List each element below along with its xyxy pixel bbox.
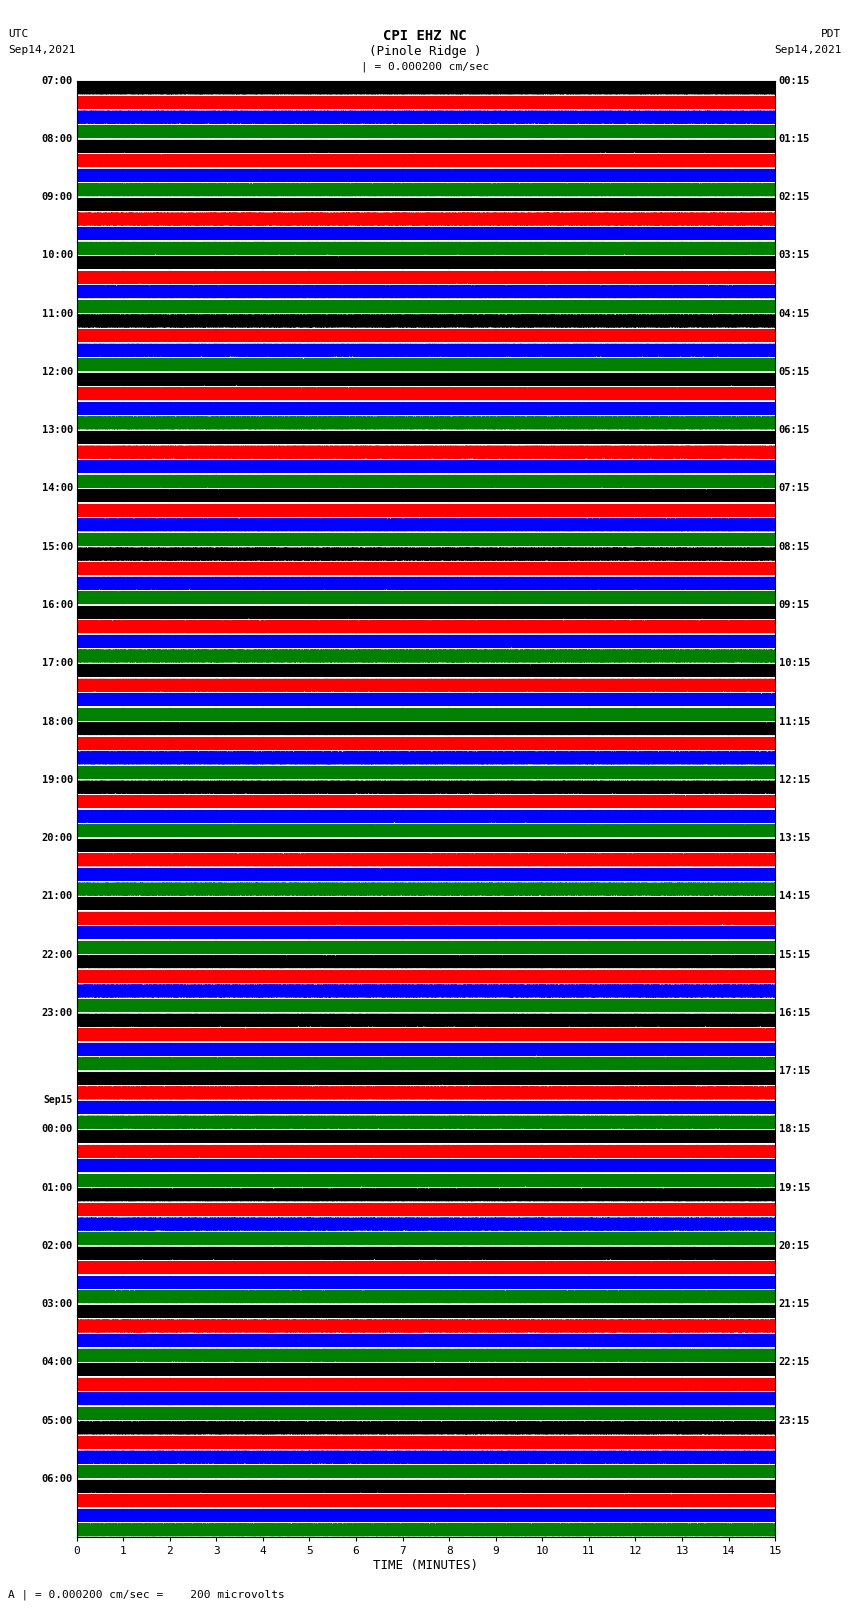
Text: 18:00: 18:00 <box>42 716 73 726</box>
Text: 19:00: 19:00 <box>42 774 73 786</box>
Text: | = 0.000200 cm/sec: | = 0.000200 cm/sec <box>361 61 489 73</box>
Text: 18:15: 18:15 <box>779 1124 810 1134</box>
Text: 03:00: 03:00 <box>42 1298 73 1310</box>
Text: 14:15: 14:15 <box>779 892 810 902</box>
Text: PDT: PDT <box>821 29 842 39</box>
Text: 22:15: 22:15 <box>779 1358 810 1368</box>
Text: 08:00: 08:00 <box>42 134 73 144</box>
Text: 10:00: 10:00 <box>42 250 73 260</box>
Text: 17:15: 17:15 <box>779 1066 810 1076</box>
Text: 15:15: 15:15 <box>779 950 810 960</box>
Text: 00:15: 00:15 <box>779 76 810 85</box>
Text: 08:15: 08:15 <box>779 542 810 552</box>
Text: 07:00: 07:00 <box>42 76 73 85</box>
Text: 07:15: 07:15 <box>779 484 810 494</box>
Text: 05:15: 05:15 <box>779 368 810 377</box>
Text: 21:00: 21:00 <box>42 892 73 902</box>
Text: (Pinole Ridge ): (Pinole Ridge ) <box>369 45 481 58</box>
Text: Sep14,2021: Sep14,2021 <box>8 45 76 55</box>
Text: 21:15: 21:15 <box>779 1298 810 1310</box>
Text: Sep15: Sep15 <box>43 1095 73 1105</box>
Text: 20:00: 20:00 <box>42 832 73 844</box>
Text: 10:15: 10:15 <box>779 658 810 668</box>
Text: 22:00: 22:00 <box>42 950 73 960</box>
Text: 02:00: 02:00 <box>42 1240 73 1250</box>
Text: 12:00: 12:00 <box>42 368 73 377</box>
Text: 23:15: 23:15 <box>779 1416 810 1426</box>
Text: 23:00: 23:00 <box>42 1008 73 1018</box>
Text: 20:15: 20:15 <box>779 1240 810 1250</box>
Text: UTC: UTC <box>8 29 29 39</box>
Text: 16:15: 16:15 <box>779 1008 810 1018</box>
Text: 19:15: 19:15 <box>779 1182 810 1192</box>
Text: A | = 0.000200 cm/sec =    200 microvolts: A | = 0.000200 cm/sec = 200 microvolts <box>8 1589 286 1600</box>
Text: 01:15: 01:15 <box>779 134 810 144</box>
Text: 12:15: 12:15 <box>779 774 810 786</box>
Text: 01:00: 01:00 <box>42 1182 73 1192</box>
Text: 03:15: 03:15 <box>779 250 810 260</box>
Text: 09:00: 09:00 <box>42 192 73 202</box>
Text: 16:00: 16:00 <box>42 600 73 610</box>
Text: 04:15: 04:15 <box>779 308 810 319</box>
Text: 06:15: 06:15 <box>779 426 810 436</box>
Text: 15:00: 15:00 <box>42 542 73 552</box>
Text: 06:00: 06:00 <box>42 1474 73 1484</box>
X-axis label: TIME (MINUTES): TIME (MINUTES) <box>373 1560 479 1573</box>
Text: 11:00: 11:00 <box>42 308 73 319</box>
Text: 00:00: 00:00 <box>42 1124 73 1134</box>
Text: CPI EHZ NC: CPI EHZ NC <box>383 29 467 44</box>
Text: 13:15: 13:15 <box>779 832 810 844</box>
Text: 14:00: 14:00 <box>42 484 73 494</box>
Text: 13:00: 13:00 <box>42 426 73 436</box>
Text: 02:15: 02:15 <box>779 192 810 202</box>
Text: 09:15: 09:15 <box>779 600 810 610</box>
Text: Sep14,2021: Sep14,2021 <box>774 45 842 55</box>
Text: 04:00: 04:00 <box>42 1358 73 1368</box>
Text: 05:00: 05:00 <box>42 1416 73 1426</box>
Text: 17:00: 17:00 <box>42 658 73 668</box>
Text: 11:15: 11:15 <box>779 716 810 726</box>
